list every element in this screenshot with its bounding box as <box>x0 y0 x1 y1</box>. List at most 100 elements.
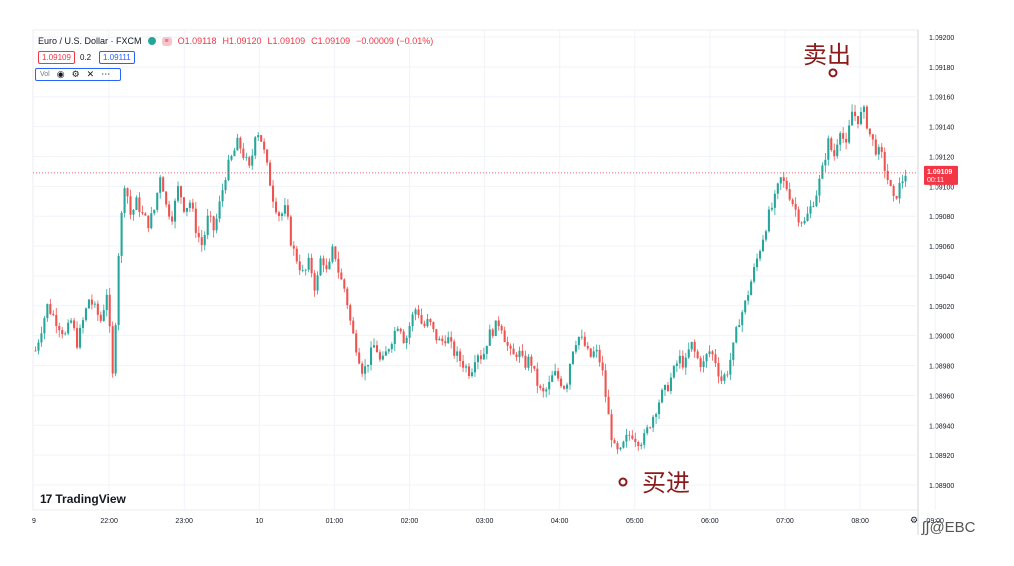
candle-body <box>289 216 292 246</box>
candle-body <box>503 330 506 342</box>
candle-body <box>435 329 438 341</box>
candle-body <box>637 442 640 447</box>
candle-body <box>34 350 37 352</box>
candle-body <box>747 295 750 301</box>
candle-body <box>49 304 52 314</box>
candle-body <box>806 213 809 221</box>
candle-body <box>660 389 664 403</box>
spread-value: 0.2 <box>80 53 92 62</box>
candle-body <box>402 331 405 344</box>
candle-body <box>708 351 711 355</box>
candle-body <box>76 328 79 348</box>
candle-body <box>203 235 206 246</box>
symbol-name[interactable]: Euro / U.S. Dollar · FXCM <box>38 36 142 46</box>
candle-body <box>390 344 393 350</box>
candle-body <box>408 326 411 338</box>
candle-body <box>571 351 574 364</box>
candle-body <box>613 440 616 444</box>
candle-body <box>277 212 281 216</box>
more-icon[interactable]: ⋯ <box>101 69 111 79</box>
last-price-label: 1.09109 <box>927 169 952 176</box>
candle-body <box>485 345 488 354</box>
candle-body <box>904 175 907 182</box>
flag-badge-icon[interactable]: ≡ <box>161 36 172 46</box>
candle-body <box>646 427 649 434</box>
candle-body <box>732 342 735 360</box>
candle-body <box>488 329 491 346</box>
y-tick-label: 1.09060 <box>929 244 954 251</box>
candle-body <box>283 205 286 214</box>
candle-body <box>886 170 889 180</box>
candle-body <box>812 206 815 207</box>
buy-price-button[interactable]: 1.09111 <box>99 51 135 64</box>
candle-body <box>669 377 672 392</box>
candle-body <box>773 193 776 208</box>
candle-body <box>358 352 361 364</box>
candle-body <box>269 162 272 186</box>
candle-body <box>494 320 497 336</box>
candle-body <box>70 320 73 323</box>
candle-body <box>212 216 215 231</box>
candle-body <box>331 246 334 262</box>
candle-body <box>375 345 379 353</box>
candle-body <box>37 342 40 351</box>
candle-body <box>426 319 429 327</box>
candle-body <box>191 202 194 209</box>
candle-body <box>218 201 221 219</box>
candle-body <box>99 314 102 321</box>
y-tick-label: 1.09140 <box>929 125 954 132</box>
candle-body <box>108 294 111 327</box>
candle-body <box>871 134 874 140</box>
candle-body <box>482 353 485 360</box>
x-tick-label: 01:00 <box>326 518 344 525</box>
candle-body <box>147 215 150 229</box>
sell-price-button[interactable]: 1.09109 <box>38 51 75 64</box>
candle-body <box>215 218 218 231</box>
candle-body <box>286 205 289 217</box>
candle-body <box>239 137 242 149</box>
candle-body <box>129 196 132 215</box>
candle-body <box>720 376 723 381</box>
candle-body <box>830 138 833 151</box>
market-status-icon <box>147 37 156 45</box>
candle-body <box>545 389 548 392</box>
candle-body <box>714 354 717 363</box>
candle-body <box>699 358 702 367</box>
candle-body <box>144 213 147 216</box>
candle-body <box>565 384 569 389</box>
candle-body <box>509 345 512 349</box>
candle-body <box>512 348 515 355</box>
candle-body <box>601 362 604 371</box>
candle-body <box>396 328 399 331</box>
candle-body <box>693 341 696 352</box>
candle-body <box>453 341 456 356</box>
candle-body <box>851 111 854 126</box>
candle-body <box>304 269 307 271</box>
x-tick-label: 02:00 <box>401 518 419 525</box>
gear-icon[interactable]: ⚙ <box>71 69 80 79</box>
candle-body <box>788 189 791 200</box>
candle-body <box>643 433 646 445</box>
candle-body <box>242 148 245 158</box>
candle-body <box>251 155 254 166</box>
candle-body <box>260 135 263 142</box>
candle-body <box>711 351 714 355</box>
candle-body <box>800 222 803 224</box>
volume-indicator-toolbar[interactable]: Vol ◉ ⚙ ✕ ⋯ <box>35 68 121 81</box>
candle-body <box>874 139 877 155</box>
candle-body <box>598 349 601 363</box>
x-tick-label: 23:00 <box>175 518 193 525</box>
candle-body <box>325 265 328 270</box>
candle-body <box>450 337 453 342</box>
candle-body <box>821 165 824 179</box>
candle-body <box>678 355 681 364</box>
close-icon[interactable]: ✕ <box>86 69 95 79</box>
candle-body <box>168 204 171 217</box>
candle-body <box>785 180 788 190</box>
candle-body <box>515 354 518 358</box>
eye-icon[interactable]: ◉ <box>56 69 65 79</box>
y-tick-label: 1.09020 <box>929 304 954 311</box>
candle-body <box>206 215 209 236</box>
candle-body <box>224 180 227 191</box>
